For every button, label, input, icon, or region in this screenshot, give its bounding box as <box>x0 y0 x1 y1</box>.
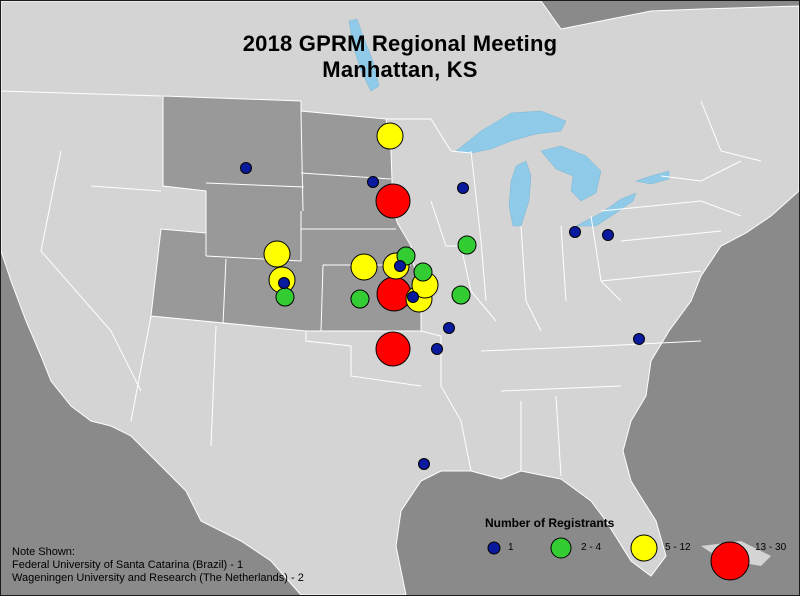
map-subtitle: Manhattan, KS <box>322 57 478 82</box>
legend-symbols <box>487 534 750 581</box>
lake-ontario <box>635 170 670 185</box>
marker-13-30 <box>376 276 412 312</box>
marker-1 <box>278 277 290 289</box>
marker-13-30 <box>375 331 411 367</box>
map-title: 2018 GPRM Regional Meeting <box>242 31 558 56</box>
marker-1 <box>431 343 443 355</box>
marker-1 <box>367 176 379 188</box>
marker-5-12 <box>263 240 291 268</box>
marker-1 <box>240 162 252 174</box>
marker-1 <box>633 333 645 345</box>
lake-superior <box>455 110 567 154</box>
note-box: Note Shown: Federal University of Santa … <box>12 546 304 585</box>
note-heading: Note Shown: <box>12 546 75 558</box>
state-borders <box>1 90 762 477</box>
marker-13-30 <box>375 183 411 219</box>
legend-label-2-4: 2 - 4 <box>581 542 602 553</box>
marker-5-12 <box>350 253 378 281</box>
legend-label-1: 1 <box>508 542 514 553</box>
lake-winnipeg <box>348 18 380 92</box>
marker-2-4 <box>451 285 471 305</box>
note-line: Federal University of Santa Catarina (Br… <box>12 559 244 571</box>
legend-title: Number of Registrants <box>485 516 615 530</box>
marker-1 <box>394 260 406 272</box>
marker-1 <box>457 182 469 194</box>
marker-1 <box>602 229 614 241</box>
legend-label-13-30: 13 - 30 <box>755 542 787 553</box>
legend-label-5-12: 5 - 12 <box>665 542 691 553</box>
legend-symbol-2-4 <box>550 537 572 559</box>
legend-symbol-5-12 <box>630 534 658 562</box>
marker-1 <box>569 226 581 238</box>
marker-5-12 <box>376 122 404 150</box>
legend-symbol-13-30 <box>710 541 750 581</box>
marker-2-4 <box>275 287 295 307</box>
marker-1 <box>418 458 430 470</box>
legend-symbol-1 <box>487 541 501 555</box>
marker-2-4 <box>457 235 477 255</box>
marker-2-4 <box>413 262 433 282</box>
marker-2-4 <box>350 289 370 309</box>
note-line: Wageningen University and Research (The … <box>12 572 304 584</box>
marker-1 <box>407 291 419 303</box>
marker-1 <box>443 322 455 334</box>
registrant-markers <box>240 122 645 470</box>
lake-huron <box>540 145 602 202</box>
